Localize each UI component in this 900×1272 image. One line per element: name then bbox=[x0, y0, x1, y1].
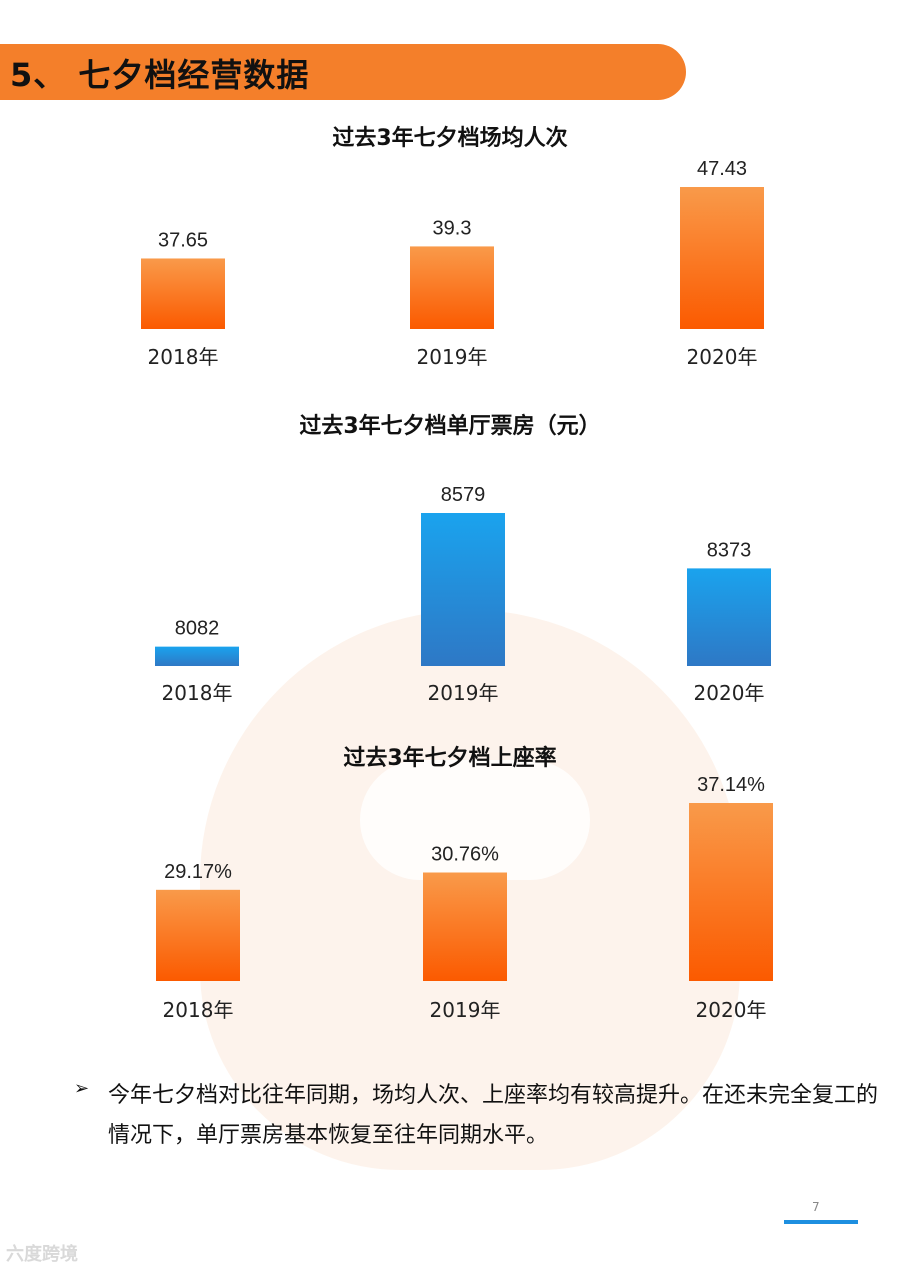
brand-logo: 六度跨境 bbox=[6, 1244, 78, 1265]
bar-2020年 bbox=[680, 187, 764, 329]
chart-3-title: 过去3年七夕档上座率 bbox=[343, 746, 557, 771]
chart-1-title: 过去3年七夕档场均人次 bbox=[332, 126, 568, 151]
bar-2018年 bbox=[155, 646, 239, 666]
bar-2018年 bbox=[141, 258, 225, 329]
section-banner: 5、 七夕档经营数据 bbox=[0, 44, 686, 100]
page-number: 7 bbox=[812, 1200, 820, 1214]
value-label: 37.65 bbox=[158, 229, 208, 251]
bar-2020年 bbox=[687, 568, 771, 666]
bar-2019年 bbox=[423, 872, 507, 981]
value-label: 8082 bbox=[175, 618, 220, 640]
bar-2019年 bbox=[421, 513, 505, 666]
category-label: 2019年 bbox=[428, 681, 499, 705]
bar-2018年 bbox=[156, 889, 240, 981]
bar-2019年 bbox=[410, 246, 494, 329]
category-label: 2018年 bbox=[162, 681, 233, 705]
value-label: 30.76% bbox=[431, 844, 499, 866]
value-label: 37.14% bbox=[697, 774, 765, 796]
value-label: 39.3 bbox=[433, 217, 472, 239]
background-watermark-detail bbox=[360, 760, 590, 880]
value-label: 29.17% bbox=[164, 861, 232, 883]
value-label: 8373 bbox=[707, 539, 752, 561]
value-label: 8579 bbox=[441, 484, 486, 506]
category-label: 2018年 bbox=[163, 998, 234, 1022]
category-label: 2020年 bbox=[694, 681, 765, 705]
section-title: 5、 七夕档经营数据 bbox=[10, 56, 310, 94]
chart-avg-attendance: 37.65 2018年 39.3 2019年 47.43 2020年 bbox=[141, 158, 764, 369]
chart-box-office-per-hall: 8082 2018年 8579 2019年 8373 2020年 bbox=[155, 484, 771, 705]
chart-occupancy-rate: 29.17% 2018年 30.76% 2019年 37.14% 2020年 bbox=[156, 774, 773, 1022]
summary-paragraph: 今年七夕档对比往年同期，场均人次、上座率均有较高提升。在还未完全复工的情况下，单… bbox=[108, 1083, 879, 1148]
chart-2-title: 过去3年七夕档单厅票房（元） bbox=[299, 414, 601, 439]
category-label: 2019年 bbox=[430, 998, 501, 1022]
bullet-arrow-icon: ➢ bbox=[74, 1078, 90, 1099]
category-label: 2019年 bbox=[417, 345, 488, 369]
value-label: 47.43 bbox=[697, 158, 747, 180]
bar-2020年 bbox=[689, 803, 773, 981]
category-label: 2018年 bbox=[148, 345, 219, 369]
page-number-underline bbox=[784, 1220, 858, 1224]
category-label: 2020年 bbox=[687, 345, 758, 369]
category-label: 2020年 bbox=[696, 998, 767, 1022]
